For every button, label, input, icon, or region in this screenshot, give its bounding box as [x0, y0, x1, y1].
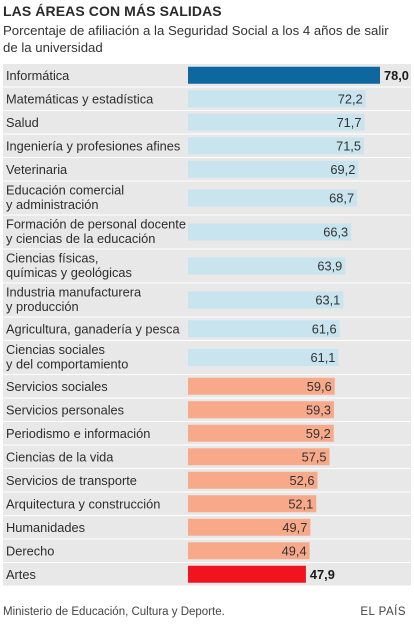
chart-subtitle: Porcentaje de afiliación a la Seguridad …	[3, 23, 389, 55]
data-label: 69,2	[330, 162, 355, 177]
data-label: 66,3	[323, 225, 348, 240]
table-row: Ingeniería y profesiones afines 71,5	[3, 134, 411, 157]
category-label: Industria manufacturera y producción	[6, 285, 142, 315]
bar	[188, 448, 330, 466]
category-label: Ingeniería y profesiones afines	[6, 138, 180, 153]
table-row: Formación de personal docente y ciencias …	[3, 215, 411, 249]
bar	[188, 223, 352, 241]
data-label: 72,2	[338, 91, 363, 106]
data-label: 52,1	[288, 496, 313, 511]
bar	[188, 66, 380, 84]
table-row: Industria manufacturera y producción 63,1	[3, 283, 411, 317]
bar	[188, 401, 334, 419]
bar	[188, 113, 365, 131]
category-label: Artes	[6, 567, 36, 582]
data-label: 78,0	[384, 68, 409, 83]
category-label: Ciencias sociales y del comportamiento	[6, 342, 128, 372]
table-row: Salud 71,7	[3, 111, 411, 134]
bar	[188, 565, 306, 583]
data-label: 59,2	[306, 426, 331, 441]
table-row: Educación comercial y administración 68,7	[3, 181, 411, 215]
bar	[188, 424, 334, 442]
bar	[188, 189, 358, 207]
table-row: Servicios sociales 59,6	[3, 375, 411, 398]
data-label: 47,9	[310, 567, 335, 582]
data-label: 71,7	[337, 115, 362, 130]
table-row: Informática 78,0	[3, 64, 411, 87]
data-label: 49,7	[282, 520, 307, 535]
table-row: Servicios de transporte 52,6	[3, 469, 411, 492]
data-label: 49,4	[282, 543, 307, 558]
table-row: Humanidades 49,7	[3, 516, 411, 539]
bar	[188, 90, 366, 108]
data-label: 71,5	[336, 138, 361, 153]
bar	[188, 291, 344, 309]
bar	[188, 137, 364, 155]
data-label: 63,9	[317, 259, 342, 274]
table-row: Derecho 49,4	[3, 539, 411, 562]
data-label: 61,1	[310, 350, 335, 365]
bar	[188, 471, 318, 489]
data-label: 52,6	[290, 473, 315, 488]
category-label: Veterinaria	[6, 162, 68, 177]
table-row: Servicios personales 59,3	[3, 398, 411, 421]
table-row: Matemáticas y estadística 72,2	[3, 87, 411, 110]
category-label: Humanidades	[6, 520, 85, 535]
data-label: 68,7	[329, 191, 354, 206]
category-label: Arquitectura y construcción	[6, 496, 160, 511]
table-row: Artes 47,9	[3, 563, 411, 586]
source-note: Ministerio de Educación, Cultura y Depor…	[3, 606, 225, 618]
table-row: Veterinaria 69,2	[3, 158, 411, 181]
category-label: Servicios personales	[6, 402, 124, 417]
table-row: Ciencias de la vida 57,5	[3, 445, 411, 468]
category-label: Agricultura, ganadería y pesca	[6, 321, 180, 336]
category-label: Ciencias de la vida	[6, 449, 114, 464]
bar	[188, 542, 310, 560]
category-label: Ciencias físicas, químicas y geológicas	[6, 251, 132, 281]
data-label: 59,3	[306, 402, 331, 417]
bar	[188, 320, 340, 338]
table-row: Ciencias físicas, químicas y geológicas 63…	[3, 249, 411, 283]
data-label: 61,6	[312, 321, 337, 336]
table-row: Periodismo e información 59,2	[3, 422, 411, 445]
table-row: Ciencias sociales y del comportamiento 61,…	[3, 341, 411, 374]
data-label: 59,6	[307, 379, 332, 394]
category-label: Matemáticas y estadística	[6, 91, 154, 106]
category-label: Periodismo e información	[6, 426, 150, 441]
bar	[188, 495, 317, 513]
category-label: Educación comercial y administración	[6, 183, 124, 213]
bar	[188, 377, 335, 395]
category-label: Informática	[6, 68, 70, 83]
data-label: 63,1	[315, 293, 340, 308]
table-row: Arquitectura y construcción 52,1	[3, 492, 411, 515]
chart-title: LAS ÁREAS CON MÁS SALIDAS	[3, 3, 222, 19]
category-label: Salud	[6, 115, 39, 130]
bar-chart: Informática 78,0 Matemáticas y estadística…	[3, 64, 411, 586]
bar	[188, 518, 311, 536]
category-label: Servicios sociales	[6, 379, 108, 394]
publisher-brand: EL PAÍS	[360, 606, 406, 618]
bar	[188, 349, 339, 366]
bar	[188, 257, 346, 275]
data-label: 57,5	[302, 449, 327, 464]
category-label: Servicios de transporte	[6, 473, 137, 488]
table-row: Agricultura, ganadería y pesca 61,6	[3, 317, 411, 340]
bar	[188, 160, 359, 178]
category-label: Formación de personal docente y ciencias …	[6, 217, 186, 247]
category-label: Derecho	[6, 543, 54, 558]
